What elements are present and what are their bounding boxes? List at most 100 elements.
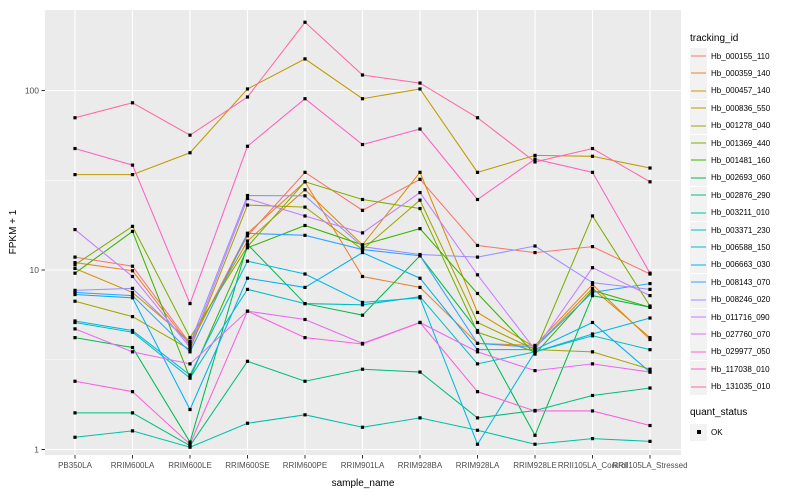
data-point [418, 227, 422, 231]
legend-item-Hb_027760_070: Hb_027760_070 [690, 325, 770, 343]
data-point [590, 286, 595, 290]
data-point [590, 334, 595, 338]
legend-key-line [691, 229, 706, 231]
data-point [533, 409, 537, 413]
legend-item-Hb_006588_150: Hb_006588_150 [690, 238, 770, 256]
data-point [648, 370, 652, 374]
data-point [360, 425, 365, 429]
data-point [418, 370, 422, 374]
data-point [475, 197, 480, 202]
data-point [648, 367, 652, 371]
data-point [360, 367, 365, 371]
data-point [245, 421, 250, 425]
data-point [418, 190, 422, 195]
legend-key-swatch [690, 134, 707, 152]
data-point [303, 301, 307, 306]
data-point [533, 348, 537, 352]
legend-key-swatch [690, 256, 707, 274]
data-point [130, 163, 135, 167]
data-point [360, 247, 365, 252]
data-point [188, 339, 192, 344]
data-point [590, 320, 595, 325]
data-point [73, 288, 77, 292]
legend-item-Hb_003371_230: Hb_003371_230 [690, 221, 770, 239]
black-square-icon [696, 430, 701, 434]
legend-item-Hb_000836_550: Hb_000836_550 [690, 99, 770, 117]
x-tick-label: RRII105LA_Control [558, 461, 628, 470]
data-point [73, 266, 77, 271]
data-point [130, 264, 135, 268]
legend-item-Hb_011716_090: Hb_011716_090 [690, 308, 770, 326]
x-tick-label: RRIM600LA [111, 461, 155, 470]
data-point [475, 341, 480, 345]
data-point [533, 369, 537, 373]
legend-key-swatch [690, 273, 707, 291]
data-point [360, 197, 365, 202]
legend-key-line [691, 316, 706, 318]
legend-item-label: Hb_003371_230 [711, 225, 771, 235]
data-point [130, 429, 135, 433]
data-point [648, 423, 652, 428]
data-point [475, 255, 480, 259]
data-point [73, 271, 77, 275]
data-point [303, 97, 307, 101]
data-point [130, 296, 135, 300]
data-point [245, 259, 250, 263]
legend-item-label: Hb_002876_290 [711, 190, 771, 200]
data-point [418, 127, 422, 131]
data-point [245, 242, 250, 246]
data-point [130, 269, 135, 273]
data-point [188, 133, 192, 137]
data-point [590, 281, 595, 285]
data-point [590, 146, 595, 151]
data-point [418, 81, 422, 85]
data-point [648, 305, 652, 309]
data-point [303, 336, 307, 340]
data-point [130, 411, 135, 415]
data-point [130, 330, 135, 334]
data-point [360, 243, 365, 247]
data-point [73, 255, 77, 259]
y-tick-label: 1 [34, 445, 39, 455]
data-point [130, 224, 135, 228]
data-point [188, 301, 192, 306]
x-tick-label: RRIM600SE [225, 461, 269, 470]
data-point [73, 116, 77, 120]
data-point [475, 320, 480, 325]
data-point [245, 246, 250, 250]
data-point [533, 244, 537, 248]
legend-item-Hb_008246_020: Hb_008246_020 [690, 291, 770, 309]
data-point [130, 328, 135, 333]
legend-item-quant-OK: OK [690, 423, 723, 441]
data-point [130, 274, 135, 279]
data-point [590, 290, 595, 295]
legend-key-line [691, 159, 706, 161]
data-point [360, 245, 365, 249]
data-point [648, 439, 652, 443]
data-point [590, 409, 595, 413]
data-point [130, 229, 135, 234]
data-point [475, 362, 480, 366]
data-point [590, 437, 595, 441]
legend-key-swatch [690, 291, 707, 309]
data-point [245, 234, 250, 238]
data-point [590, 362, 595, 366]
legend-item-Hb_029977_050: Hb_029977_050 [690, 343, 770, 361]
x-tick-label: RRIM600LE [168, 461, 212, 470]
data-point [188, 362, 192, 366]
legend-item-label: Hb_001369_440 [711, 138, 771, 148]
data-point [590, 245, 595, 249]
y-tick-label: 100 [25, 86, 39, 96]
data-point [648, 271, 652, 275]
data-point [73, 379, 77, 383]
legend-key-line [691, 386, 706, 388]
legend-item-Hb_003211_010: Hb_003211_010 [690, 204, 770, 222]
legend-key-swatch [690, 64, 707, 82]
data-point [475, 416, 480, 420]
legend-item-Hb_002693_060: Hb_002693_060 [690, 169, 770, 187]
data-point [533, 433, 537, 437]
data-point [73, 290, 77, 295]
legend-item-label: Hb_000359_140 [711, 68, 771, 78]
data-point [73, 327, 77, 331]
legend-key-line [691, 107, 706, 109]
